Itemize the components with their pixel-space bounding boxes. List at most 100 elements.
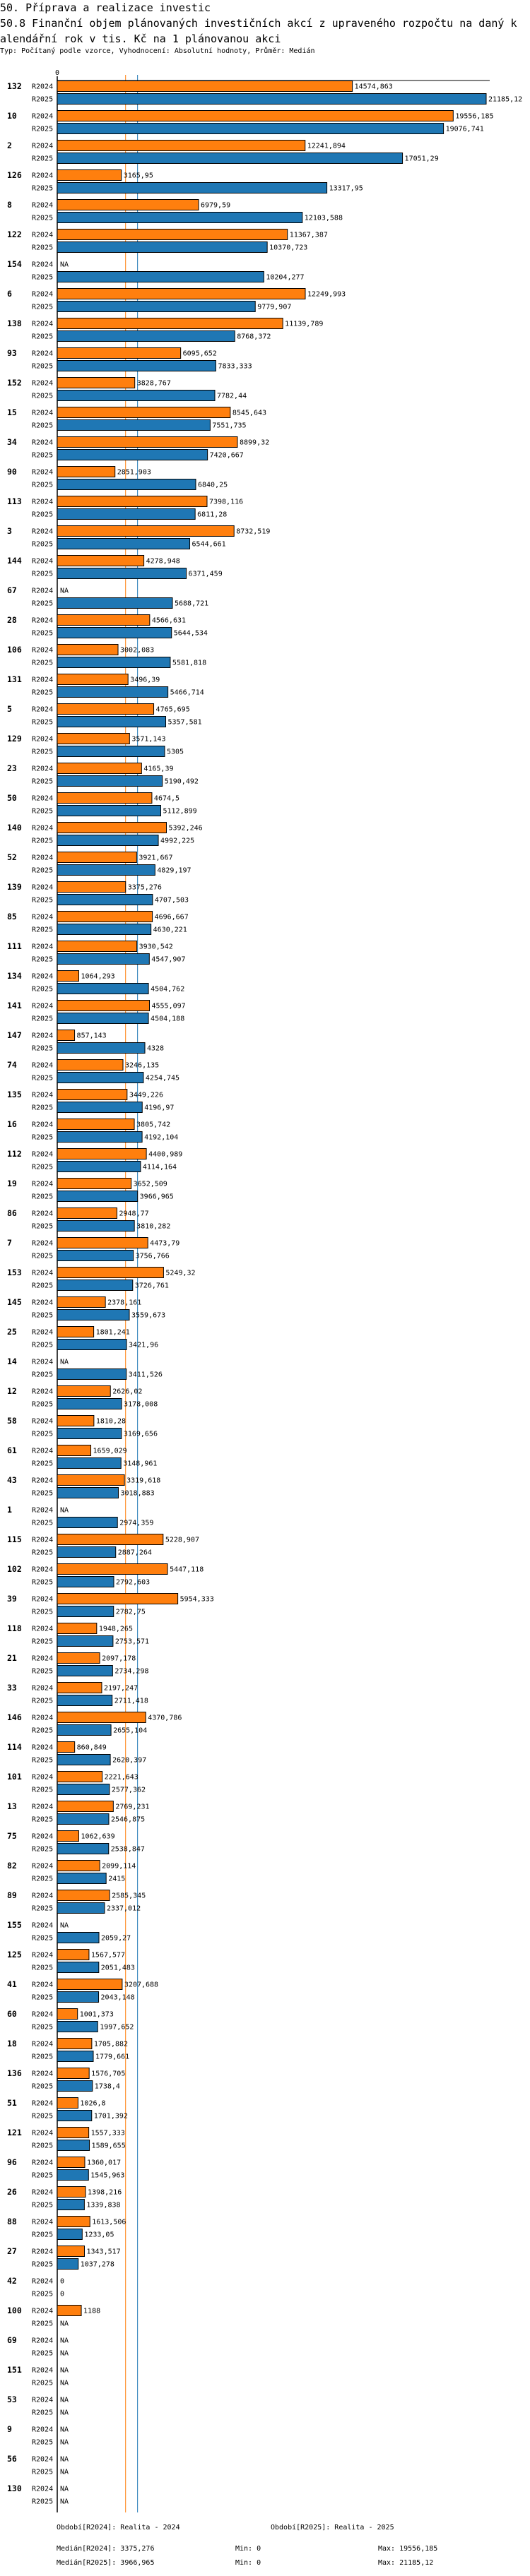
category-label: 56 [7,2454,17,2464]
series-label: R2024 [32,291,53,299]
bar-r2024 [57,1030,76,1041]
category-label: 132 [7,81,22,91]
series-label: R2025 [32,215,53,222]
data-label: 17051,29 [405,155,439,163]
series-label: R2025 [32,1075,53,1083]
series-label: R2025 [32,2291,53,2298]
bar-r2025 [57,1754,111,1765]
max-r2025: Max: 21185,12 [378,2559,434,2567]
data-label: NA [60,2320,69,2328]
data-label: 4114,164 [143,1164,177,1171]
data-label: 1701,392 [94,2113,128,2121]
median-r2025: Medián[R2025]: 3966,965 [57,2559,155,2567]
bar-r2025 [57,894,153,905]
category-label: 106 [7,645,22,655]
series-label: R2024 [32,1715,53,1722]
data-label: NA [60,2337,69,2345]
bar-r2025 [57,686,169,698]
bar-r2025 [57,390,216,401]
data-label: 4328 [147,1045,164,1053]
bar-r2024 [57,1208,117,1219]
series-label: R2024 [32,2367,53,2375]
data-label: 2626,02 [112,1388,142,1396]
data-label: 3148,961 [123,1460,157,1468]
series-label: R2025 [32,1935,53,1943]
series-label: R2025 [32,2202,53,2210]
data-label: 7551,735 [212,422,246,430]
bar-r2025 [57,538,191,549]
category-label: 113 [7,496,22,506]
series-label: R2024 [32,2397,53,2404]
category-label: 115 [7,1534,22,1544]
category-label: 102 [7,1564,22,1574]
series-label: R2024 [32,1151,53,1159]
data-label: 5392,246 [168,825,202,833]
data-label: 3828,767 [137,380,171,388]
bar-r2024 [57,555,145,566]
category-label: 134 [7,971,22,981]
series-label: R2024 [32,1418,53,1426]
series-label: R2025 [32,778,53,786]
indicator-title: 50.8 Finanční objem plánovaných investič… [0,17,517,45]
series-label: R2024 [32,617,53,625]
data-label: 2948,77 [119,1210,148,1218]
category-label: 67 [7,585,17,595]
series-label: R2024 [32,1181,53,1188]
bar-r2024 [57,1830,79,1842]
bar-r2024 [57,2186,86,2198]
category-label: 42 [7,2276,17,2286]
data-label: 4278,948 [146,558,180,566]
data-label: 4473,79 [150,1240,179,1248]
bar-r2024 [57,1326,95,1337]
series-label: R2024 [32,2278,53,2286]
data-label: 6811,28 [197,511,227,519]
category-label: 6 [7,289,12,299]
data-label: 4992,225 [160,837,194,845]
category-label: 41 [7,1979,17,1989]
bar-r2025 [57,123,444,134]
bar-r2024 [57,1593,179,1604]
data-label: 3805,742 [136,1121,170,1129]
category-label: 61 [7,1445,17,1455]
series-label: R2025 [32,2142,53,2150]
bar-r2024 [57,1623,98,1634]
bar-r2025 [57,1161,141,1172]
category-label: 18 [7,2039,17,2049]
data-label: 8545,643 [232,410,266,417]
data-label: 8732,519 [236,528,270,536]
series-label: R2024 [32,528,53,536]
category-label: 43 [7,1475,17,1485]
series-label: R2025 [32,1698,53,1705]
bar-r2024 [57,407,231,418]
series-label: R2025 [32,1164,53,1171]
data-label: 5249,32 [165,1270,195,1277]
category-label: 19 [7,1179,17,1188]
bar-r2025 [57,2258,79,2270]
data-label: 2585,345 [112,1892,146,1900]
series-label: R2025 [32,2113,53,2121]
data-label: 5305 [167,749,184,756]
series-label: R2025 [32,1876,53,1883]
category-label: 136 [7,2068,22,2078]
series-label: R2024 [32,1477,53,1485]
data-label: 4696,667 [155,914,189,922]
series-label: R2024 [32,1032,53,1040]
bar-r2024 [57,1563,168,1575]
series-label: R2025 [32,393,53,400]
series-label: R2024 [32,2041,53,2049]
data-label: 2546,875 [111,1816,145,1824]
bar-r2024 [57,1801,114,1812]
bar-r2025 [57,716,167,727]
series-label: R2025 [32,2350,53,2358]
bar-r2024 [57,1890,110,1901]
data-label: 11139,789 [285,321,323,328]
data-label: 1037,278 [81,2261,114,2269]
series-label: R2024 [32,83,53,91]
data-label: 1398,216 [88,2189,122,2197]
series-label: R2024 [32,321,53,328]
data-label: 5581,818 [172,660,206,667]
category-label: 86 [7,1208,17,1218]
data-label: 6840,25 [198,482,228,489]
data-label: 1233,05 [84,2231,114,2239]
bar-r2025 [57,1962,100,1973]
